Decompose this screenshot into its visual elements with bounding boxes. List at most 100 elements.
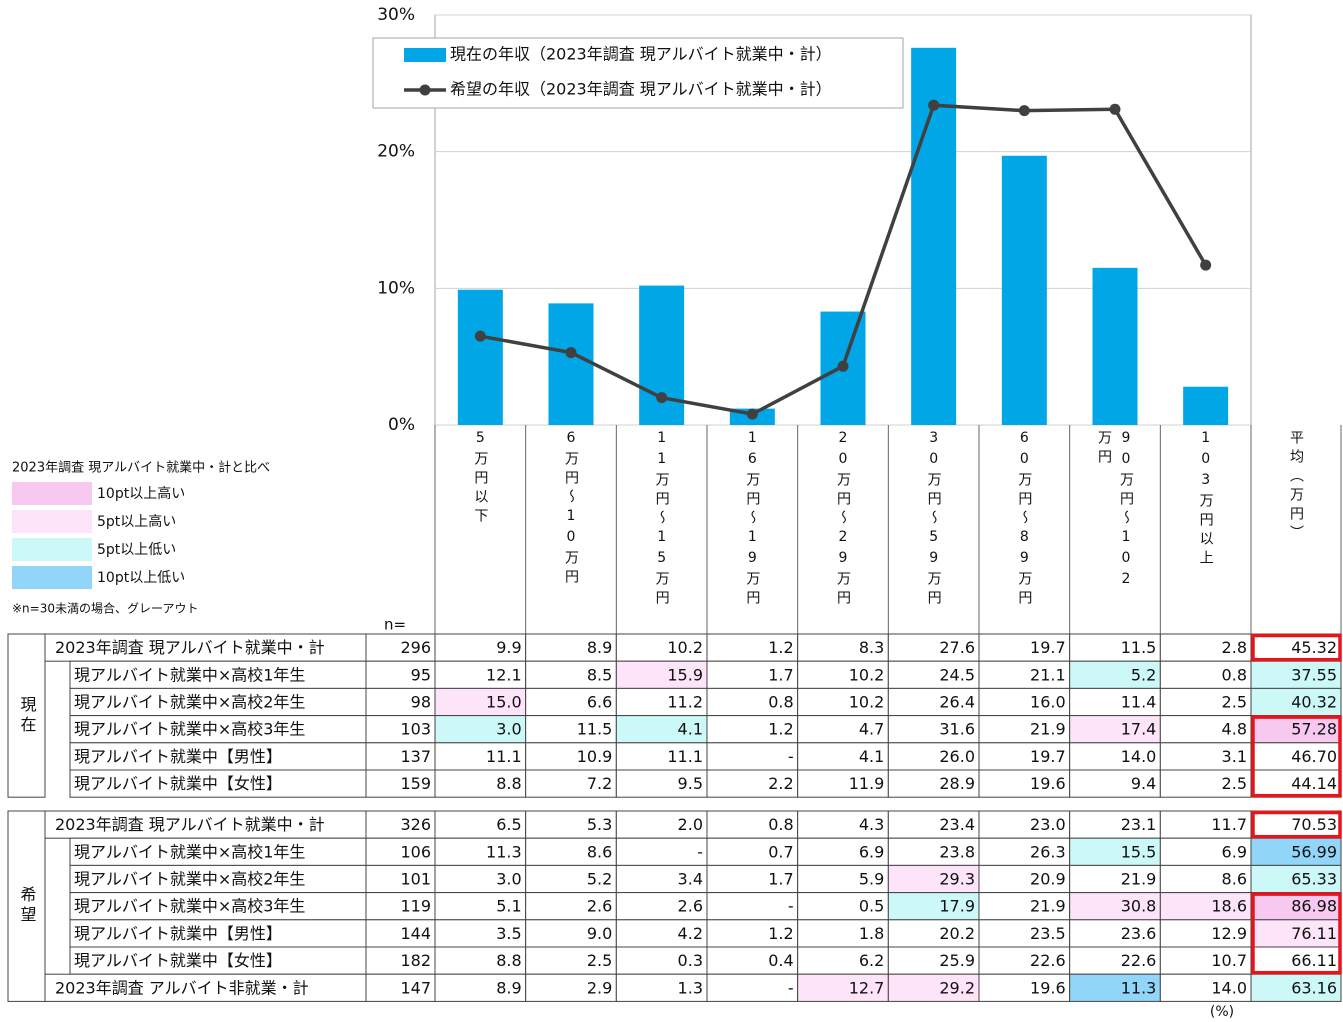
line-marker bbox=[656, 392, 668, 404]
n-cell bbox=[365, 946, 436, 975]
table-cell-text: 0.8 bbox=[1222, 665, 1247, 684]
table-cell-text: 2023年調査 現アルバイト就業中・計 bbox=[55, 638, 325, 657]
data-cell bbox=[887, 810, 980, 839]
data-cell bbox=[615, 837, 708, 866]
line-marker bbox=[474, 330, 486, 342]
table-cell-text: 23.0 bbox=[1030, 815, 1066, 834]
table-cell-text: 0.4 bbox=[768, 951, 793, 970]
table-cell-text: 46.70 bbox=[1291, 747, 1337, 766]
avg-cell bbox=[1250, 660, 1342, 689]
key-label: 5pt以上低い bbox=[97, 542, 176, 558]
table-cell-text: 8.6 bbox=[1222, 870, 1247, 889]
data-cell bbox=[978, 837, 1071, 866]
table-cell-text: 106 bbox=[400, 842, 431, 861]
n-label: n= bbox=[384, 616, 406, 634]
table-cell-text: 10.2 bbox=[849, 693, 885, 712]
table-cell-text: 70.53 bbox=[1291, 815, 1337, 834]
table-cell-text: 5.2 bbox=[1131, 665, 1156, 684]
table-cell-text: 6.5 bbox=[496, 815, 521, 834]
data-cell bbox=[797, 687, 889, 717]
table-cell-text: 4.2 bbox=[678, 924, 703, 943]
data-cell bbox=[615, 892, 708, 921]
data-cell bbox=[1069, 810, 1161, 839]
table-cell-text: 12.7 bbox=[849, 978, 885, 997]
table-cell-text: 45.32 bbox=[1291, 638, 1337, 657]
table-cell-text: 29.2 bbox=[939, 978, 975, 997]
highlight-box bbox=[1251, 715, 1342, 798]
table-cell-text: 19.7 bbox=[1030, 638, 1066, 657]
table-cell-text: 21.9 bbox=[1030, 897, 1066, 916]
x-tick-label: 103万円以上 bbox=[1197, 430, 1214, 569]
x-tick-label-cell: 11万円～15万円 bbox=[616, 430, 707, 610]
x-tick-label-cell: 30万円～59万円 bbox=[888, 430, 979, 610]
table-cell-text: 1.3 bbox=[678, 978, 703, 997]
table-cell-text: 30.8 bbox=[1121, 897, 1157, 916]
line-marker bbox=[1109, 103, 1121, 115]
table-cell-text: 26.3 bbox=[1030, 842, 1066, 861]
data-cell bbox=[434, 769, 527, 798]
data-cell bbox=[887, 837, 980, 866]
section-cell bbox=[7, 810, 46, 1002]
data-cell bbox=[1159, 660, 1252, 689]
table-cell-text: 12.1 bbox=[486, 665, 522, 684]
table-cell-text: 10.2 bbox=[849, 665, 885, 684]
table-cell-text: 11.5 bbox=[1121, 638, 1157, 657]
table-cell-text: 10.7 bbox=[1211, 951, 1247, 970]
table-cell-text: 10.2 bbox=[667, 638, 703, 657]
data-cell bbox=[615, 687, 708, 717]
table-cell-text: 8.8 bbox=[496, 774, 521, 793]
table-cell-text: 2.6 bbox=[587, 897, 612, 916]
table-cell-text: - bbox=[788, 747, 794, 766]
data-cell bbox=[615, 810, 708, 839]
data-cell bbox=[434, 633, 527, 662]
table-cell-text: 2.5 bbox=[1222, 774, 1247, 793]
data-cell bbox=[525, 919, 617, 948]
table-cell-text: 86.98 bbox=[1291, 897, 1337, 916]
n-cell bbox=[365, 973, 436, 1002]
table-cell-text: 現アルバイト就業中×高校1年生 bbox=[74, 842, 305, 861]
table-cell-text: 63.16 bbox=[1291, 978, 1337, 997]
table-cell-text: 1.2 bbox=[768, 638, 793, 657]
n-cell bbox=[365, 864, 436, 894]
table-cell-text: 2.0 bbox=[678, 815, 703, 834]
table-cell-text: 8.5 bbox=[587, 665, 612, 684]
y-tick-label: 0% bbox=[388, 415, 415, 435]
data-cell bbox=[1159, 864, 1252, 894]
line-marker bbox=[746, 408, 758, 420]
bar bbox=[639, 285, 685, 425]
data-cell bbox=[887, 946, 980, 975]
x-tick-label: 5万円以下 bbox=[472, 430, 489, 527]
data-cell bbox=[978, 687, 1071, 717]
table-cell-text: 3.0 bbox=[496, 720, 521, 739]
table-cell-text: 9.5 bbox=[678, 774, 703, 793]
n-cell bbox=[365, 810, 436, 839]
table-cell-text: 5.9 bbox=[859, 870, 884, 889]
data-cell bbox=[1069, 946, 1161, 975]
section-label-cell: 現在 bbox=[8, 634, 45, 797]
data-cell bbox=[706, 742, 799, 771]
table-cell-text: 5.3 bbox=[587, 815, 612, 834]
table-cell-text: 5.2 bbox=[587, 870, 612, 889]
table-cell-text: 21.1 bbox=[1030, 665, 1066, 684]
table-cell-text: 6.9 bbox=[859, 842, 884, 861]
key-swatch bbox=[12, 538, 92, 561]
table-cell-text: 0.5 bbox=[859, 897, 884, 916]
data-cell bbox=[434, 892, 527, 921]
line-marker bbox=[928, 99, 940, 111]
table-cell-text: 56.99 bbox=[1291, 842, 1337, 861]
avg-cell bbox=[1250, 715, 1342, 744]
legend-swatch bbox=[404, 48, 446, 62]
data-cell bbox=[797, 973, 889, 1002]
data-cell bbox=[525, 946, 617, 975]
table-cell-text: 現アルバイト就業中×高校2年生 bbox=[74, 693, 305, 712]
data-cell bbox=[1069, 973, 1161, 1002]
table-cell-text: 9.0 bbox=[587, 924, 612, 943]
data-cell bbox=[525, 837, 617, 866]
label-cell bbox=[44, 973, 367, 1002]
data-cell bbox=[434, 919, 527, 948]
table-cell-text: 18.6 bbox=[1211, 897, 1247, 916]
table-cell-text: 11.3 bbox=[486, 842, 522, 861]
n-cell bbox=[365, 837, 436, 866]
table-cell-text: 2.9 bbox=[587, 978, 612, 997]
x-tick-label: 11万円～15万円 bbox=[653, 430, 670, 609]
